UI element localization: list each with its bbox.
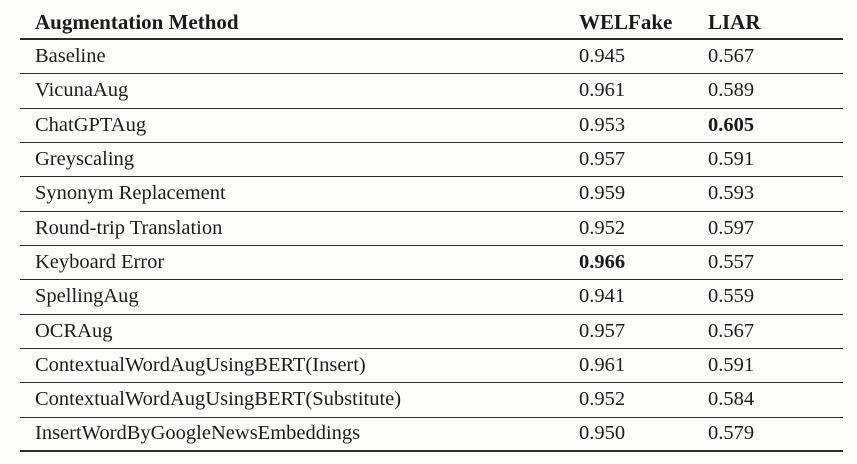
liar-cell: 0.557 bbox=[708, 251, 755, 274]
welfake-cell: 0.953 bbox=[579, 113, 626, 136]
table-row: SpellingAug 0.941 0.559 bbox=[20, 280, 843, 315]
liar-cell: 0.591 bbox=[708, 354, 755, 377]
table-row: Keyboard Error 0.966 0.557 bbox=[20, 246, 843, 281]
welfake-cell: 0.966 bbox=[579, 251, 626, 274]
method-cell: SpellingAug bbox=[35, 285, 139, 308]
liar-cell: 0.605 bbox=[708, 113, 755, 136]
header-method: Augmentation Method bbox=[35, 9, 239, 34]
table-row: InsertWordByGoogleNewsEmbeddings 0.950 0… bbox=[20, 418, 843, 452]
liar-cell: 0.584 bbox=[708, 388, 755, 411]
table-row: ContextualWordAugUsingBERT(Substitute) 0… bbox=[20, 383, 843, 418]
liar-cell: 0.589 bbox=[708, 79, 755, 102]
method-cell: Greyscaling bbox=[35, 148, 135, 171]
results-table: Augmentation Method WELFake LIAR Baselin… bbox=[20, 6, 843, 452]
header-liar: LIAR bbox=[708, 9, 761, 34]
method-cell: Synonym Replacement bbox=[35, 182, 226, 205]
table-row: ContextualWordAugUsingBERT(Insert) 0.961… bbox=[20, 349, 843, 384]
liar-cell: 0.597 bbox=[708, 216, 755, 239]
liar-cell: 0.579 bbox=[708, 422, 755, 445]
method-cell: Keyboard Error bbox=[35, 251, 165, 274]
welfake-cell: 0.952 bbox=[579, 216, 626, 239]
welfake-cell: 0.957 bbox=[579, 148, 626, 171]
method-cell: VicunaAug bbox=[35, 79, 129, 102]
welfake-cell: 0.957 bbox=[579, 319, 626, 342]
welfake-cell: 0.959 bbox=[579, 182, 626, 205]
table-row: Synonym Replacement 0.959 0.593 bbox=[20, 177, 843, 212]
method-cell: InsertWordByGoogleNewsEmbeddings bbox=[35, 422, 361, 445]
liar-cell: 0.567 bbox=[708, 319, 755, 342]
welfake-cell: 0.961 bbox=[579, 79, 626, 102]
welfake-cell: 0.941 bbox=[579, 285, 626, 308]
method-cell: ContextualWordAugUsingBERT(Substitute) bbox=[35, 388, 402, 411]
method-cell: Round-trip Translation bbox=[35, 216, 223, 239]
welfake-cell: 0.950 bbox=[579, 422, 626, 445]
method-cell: Baseline bbox=[35, 45, 106, 68]
welfake-cell: 0.945 bbox=[579, 45, 626, 68]
table-row: Greyscaling 0.957 0.591 bbox=[20, 143, 843, 178]
table-row: OCRAug 0.957 0.567 bbox=[20, 315, 843, 349]
liar-cell: 0.567 bbox=[708, 45, 755, 68]
method-cell: OCRAug bbox=[35, 319, 113, 342]
method-cell: ContextualWordAugUsingBERT(Insert) bbox=[35, 354, 366, 377]
table-row: Baseline 0.945 0.567 bbox=[20, 40, 843, 75]
liar-cell: 0.593 bbox=[708, 182, 755, 205]
header-welfake: WELFake bbox=[579, 9, 673, 34]
table-header-row: Augmentation Method WELFake LIAR bbox=[20, 6, 843, 40]
welfake-cell: 0.952 bbox=[579, 388, 626, 411]
table-row: ChatGPTAug 0.953 0.605 bbox=[20, 109, 843, 143]
table-row: VicunaAug 0.961 0.589 bbox=[20, 74, 843, 109]
method-cell: ChatGPTAug bbox=[35, 113, 147, 136]
table-row: Round-trip Translation 0.952 0.597 bbox=[20, 212, 843, 246]
welfake-cell: 0.961 bbox=[579, 354, 626, 377]
liar-cell: 0.591 bbox=[708, 148, 755, 171]
liar-cell: 0.559 bbox=[708, 285, 755, 308]
